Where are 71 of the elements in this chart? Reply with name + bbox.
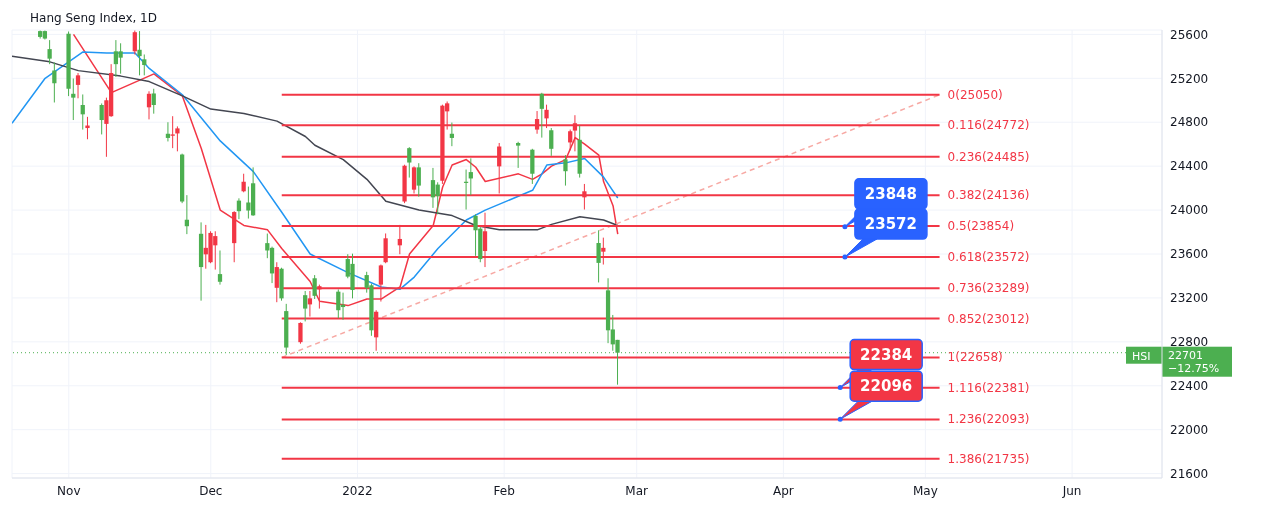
series-label: 0.116(24772)	[947, 118, 1030, 133]
series-label: 1.236(22093)	[947, 412, 1030, 427]
candlestick	[298, 321, 303, 345]
ref-line-label: HSI	[1132, 349, 1151, 363]
candlestick	[336, 288, 341, 319]
annotation: 22096	[860, 377, 913, 396]
candlestick	[47, 39, 52, 65]
y-tick-label: 23200	[1170, 291, 1209, 306]
series-label: 0(25050)	[947, 87, 1003, 102]
candlestick	[118, 42, 123, 75]
y-tick-label: 21600	[1170, 466, 1209, 481]
candlestick	[312, 274, 317, 300]
candlestick	[563, 154, 568, 187]
candlestick	[407, 146, 412, 179]
candlestick	[85, 116, 90, 140]
x-tick-label: Dec	[199, 483, 223, 498]
candlestick	[146, 90, 152, 120]
y-tick-label: 22000	[1170, 422, 1209, 437]
candlestick	[217, 249, 223, 286]
x-tick-label: Mar	[625, 483, 649, 498]
candlestick	[568, 129, 573, 151]
candlestick	[539, 92, 544, 139]
annotation: 22384	[860, 345, 913, 364]
series-label: 0.852(23012)	[947, 311, 1030, 326]
candlestick	[137, 30, 142, 76]
chart-title: Hang Seng Index, 1D	[30, 11, 157, 25]
x-tick-label: Jun	[1061, 483, 1082, 498]
candlestick	[303, 290, 308, 322]
annotation: 23848	[864, 184, 918, 203]
candlestick	[99, 102, 104, 135]
candlestick	[132, 30, 137, 55]
candlestick	[549, 127, 554, 157]
candlestick	[80, 93, 85, 131]
candlestick	[274, 261, 279, 303]
y-tick-label: 24000	[1170, 203, 1209, 218]
candlestick	[151, 88, 156, 115]
annotation: 23572	[864, 215, 918, 234]
candlestick	[246, 186, 251, 220]
x-tick-label: Feb	[493, 483, 515, 498]
candlestick	[75, 72, 81, 99]
y-tick-label: 24400	[1170, 159, 1209, 174]
candlestick	[113, 39, 119, 78]
series-label: 0.5(23854)	[947, 219, 1015, 234]
candlestick	[142, 53, 147, 76]
candlestick	[416, 162, 421, 198]
candlestick	[175, 125, 180, 152]
y-tick-label: 25600	[1170, 27, 1209, 42]
candlestick	[435, 181, 440, 215]
series-label: 0.736(23289)	[947, 281, 1030, 296]
series-label: 0.618(23572)	[947, 250, 1030, 265]
candlestick	[596, 229, 601, 283]
candlestick	[473, 213, 478, 257]
y-tick-label: 24800	[1170, 115, 1209, 130]
x-tick-label: 2022	[342, 483, 373, 498]
x-tick-label: Apr	[773, 483, 794, 498]
y-tick-label: 23600	[1170, 247, 1209, 262]
candlestick	[71, 78, 76, 121]
candlestick	[516, 141, 521, 169]
y-tick-label: 22400	[1170, 379, 1209, 394]
candlestick	[430, 167, 436, 209]
x-tick-label: Nov	[57, 483, 81, 498]
line-series	[12, 51, 619, 290]
x-tick-label: May	[912, 483, 938, 498]
candlestick	[170, 115, 175, 149]
line-series	[12, 55, 619, 231]
series-label: 0.236(24485)	[947, 149, 1030, 164]
series-label: 1.386(21735)	[947, 451, 1030, 466]
y-tick-label: 25200	[1170, 71, 1209, 86]
series-label: 1.116(22381)	[947, 380, 1030, 395]
series-label: 1(22658)	[947, 350, 1003, 365]
series-label: 0.382(24136)	[947, 188, 1030, 203]
